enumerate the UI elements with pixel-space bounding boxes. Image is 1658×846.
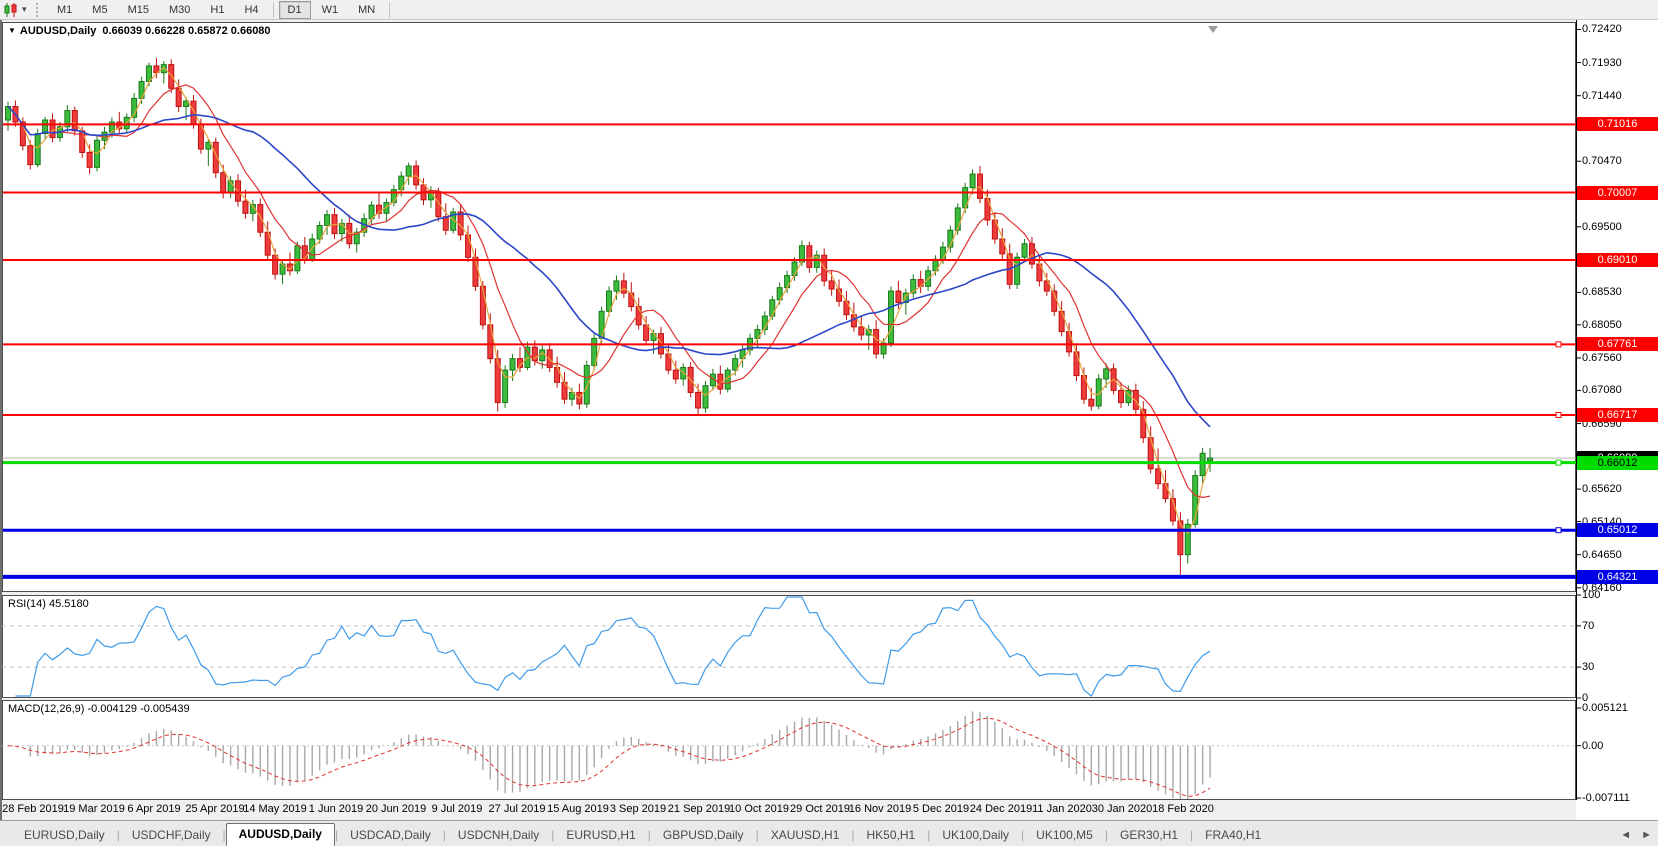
tab-usdcnh-daily[interactable]: USDCNH,Daily	[457, 828, 540, 842]
timeframe-button-m5[interactable]: M5	[92, 3, 108, 16]
price-chart-canvas	[0, 20, 1658, 820]
macd-indicator-label: MACD(12,26,9) -0.004129 -0.005439	[8, 703, 190, 715]
tab-eurusd-daily[interactable]: EURUSD,Daily	[24, 828, 105, 842]
tab-xauusd-h1[interactable]: XAUUSD,H1	[770, 828, 840, 842]
chart-tab-bar: EURUSD,Daily | USDCHF,Daily | AUDUSD,Daily | U…	[0, 820, 1658, 846]
timeframe-button-w1[interactable]: W1	[321, 3, 339, 16]
tab-scroll-right-arrow[interactable]: ►	[1641, 829, 1652, 841]
tab-separator: |	[755, 828, 759, 842]
chart-type-dropdown-caret[interactable]: ▾	[22, 4, 27, 14]
timeframe-button-h4[interactable]: H4	[244, 3, 259, 16]
tab-eurusd-h1[interactable]: EURUSD,H1	[566, 828, 636, 842]
timeframe-button-m15[interactable]: M15	[127, 3, 149, 16]
panel-borders	[2, 22, 1576, 800]
chart-symbol-title: ▼ AUDUSD,Daily 0.66039 0.66228 0.65872 0.6…	[8, 25, 271, 37]
tab-separator: |	[647, 828, 651, 842]
tab-separator: |	[116, 828, 120, 842]
tab-usdchf-daily[interactable]: USDCHF,Daily	[131, 828, 211, 842]
tab-ger30-h1[interactable]: GER30,H1	[1119, 828, 1179, 842]
timeframe-buttons: M1 M5 M15 M30 H1 H4 D1 W1 MN	[47, 0, 394, 20]
timeframe-button-h1[interactable]: H1	[210, 3, 225, 16]
tab-separator: |	[222, 828, 226, 842]
chart-symbol-label: AUDUSD,Daily	[19, 25, 97, 37]
chart-shift-marker[interactable]	[1208, 26, 1218, 33]
rsi-indicator	[2, 596, 1576, 697]
toolbar-separator	[389, 1, 391, 18]
toolbar-grip	[36, 2, 43, 17]
chart-workspace: 0.72420 0.71930 0.71440 0.70470 0.69500 0.685…	[0, 20, 1658, 820]
tab-scroll-left-arrow[interactable]: ◄	[1620, 829, 1632, 841]
tab-separator: |	[442, 828, 446, 842]
rsi-indicator-label: RSI(14) 45.5180	[8, 598, 89, 610]
tab-separator: |	[1021, 828, 1025, 842]
tab-uk100-m5[interactable]: UK100,M5	[1036, 828, 1093, 842]
tab-separator: |	[1190, 828, 1194, 842]
timeframe-button-m30[interactable]: M30	[168, 3, 191, 16]
tab-separator: |	[1104, 828, 1108, 842]
tab-uk100-daily[interactable]: UK100,Daily	[942, 828, 1010, 842]
toolbar-separator	[272, 1, 274, 18]
tab-audusd-daily[interactable]: AUDUSD,Daily	[225, 823, 335, 846]
timeframe-button-m1[interactable]: M1	[57, 3, 73, 16]
tab-gbpusd-daily[interactable]: GBPUSD,Daily	[662, 828, 744, 842]
tab-fra40-h1[interactable]: FRA40,H1	[1205, 828, 1262, 842]
macd-indicator	[2, 711, 1576, 799]
timeframe-button-mn[interactable]: MN	[358, 3, 376, 16]
chart-ohlc-values: 0.66039 0.66228 0.65872 0.66080	[102, 25, 271, 37]
horizontal-level-lines[interactable]	[3, 123, 1576, 579]
tab-hk50-h1[interactable]: HK50,H1	[866, 828, 916, 842]
tab-separator: |	[551, 828, 555, 842]
timeframe-toolbar: ▾ M1 M5 M15 M30 H1 H4 D1 W1 MN	[0, 0, 1658, 20]
tab-usdcad-daily[interactable]: USDCAD,Daily	[350, 828, 431, 842]
tab-separator: |	[851, 828, 855, 842]
timeframe-button-d1[interactable]: D1	[278, 0, 311, 19]
chart-type-candlestick-icon[interactable]	[0, 1, 22, 19]
tab-separator: |	[927, 828, 931, 842]
tab-scroll-arrows: ◄ ►	[1620, 829, 1652, 841]
tab-separator: |	[334, 828, 339, 842]
chart-collapse-icon[interactable]: ▼	[8, 26, 16, 35]
